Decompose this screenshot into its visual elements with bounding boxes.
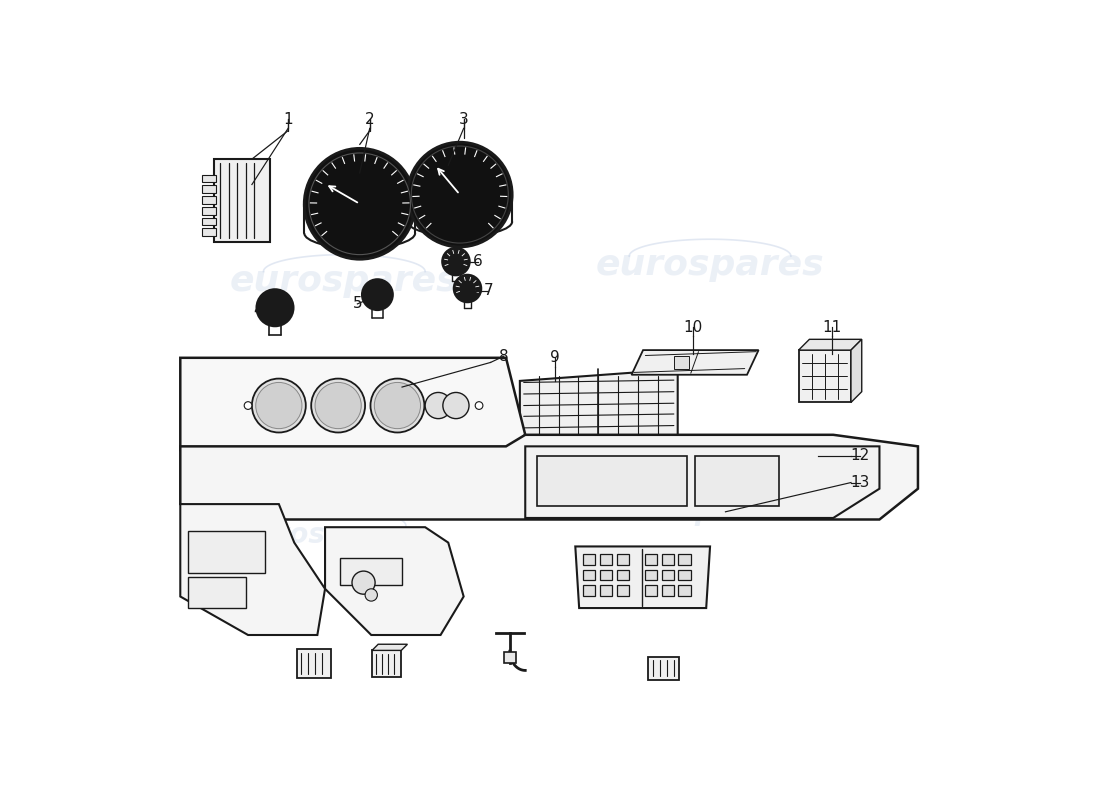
Circle shape [255,382,301,429]
Circle shape [371,378,425,433]
Text: eurospares: eurospares [230,264,459,298]
Circle shape [244,402,252,410]
Bar [583,570,595,580]
Bar [679,570,691,580]
Polygon shape [799,339,861,350]
Bar [661,570,674,580]
Text: 12: 12 [850,448,870,463]
Text: 11: 11 [822,319,842,334]
Circle shape [442,248,470,275]
Polygon shape [575,546,711,608]
Circle shape [407,142,513,247]
Circle shape [425,393,451,418]
Bar [600,570,613,580]
Bar [195,372,236,439]
Polygon shape [526,446,880,518]
Text: 7: 7 [484,283,493,298]
Circle shape [365,589,377,601]
Bar [645,570,657,580]
Bar [645,585,657,596]
Bar [674,356,690,369]
Text: 9: 9 [550,350,560,366]
Circle shape [374,382,420,429]
Bar [583,585,595,596]
Polygon shape [520,370,678,449]
Text: eurospares: eurospares [596,248,824,282]
Circle shape [252,378,306,433]
Bar [799,350,851,402]
Bar [679,585,691,596]
Bar [600,554,613,565]
Polygon shape [180,358,526,450]
Bar [504,652,516,662]
Polygon shape [326,527,464,635]
Bar [617,585,629,596]
Bar [661,554,674,565]
Bar [202,229,216,236]
Text: 6: 6 [473,254,483,269]
Text: 8: 8 [499,349,508,364]
Bar [649,657,680,680]
Text: 1: 1 [284,111,293,126]
Bar [695,456,779,506]
Polygon shape [631,350,759,374]
Text: 13: 13 [850,475,870,490]
Text: 2: 2 [365,111,374,126]
Bar [202,218,216,226]
Circle shape [475,402,483,410]
Bar [341,558,403,585]
Circle shape [309,153,410,254]
Polygon shape [851,339,861,402]
Text: eurospares: eurospares [238,521,412,549]
Circle shape [352,571,375,594]
Text: 4: 4 [253,302,263,318]
Bar [600,585,613,596]
Circle shape [256,290,294,326]
Bar [661,585,674,596]
Polygon shape [372,644,407,650]
Bar [372,650,402,678]
Circle shape [411,146,508,243]
Text: 3: 3 [459,111,469,126]
Bar [188,531,265,574]
Circle shape [315,382,361,429]
Bar [202,196,216,204]
Text: eurospares: eurospares [607,498,782,526]
Polygon shape [188,364,496,447]
Bar [583,554,595,565]
Bar [297,649,331,678]
Bar [202,174,216,182]
Circle shape [362,279,393,310]
Circle shape [453,274,482,302]
Text: 10: 10 [683,319,703,334]
Circle shape [305,148,415,259]
Bar [617,570,629,580]
Bar [202,186,216,193]
Circle shape [311,378,365,433]
Bar [617,554,629,565]
Bar [679,554,691,565]
Bar [202,207,216,214]
Bar [537,456,686,506]
Polygon shape [180,435,917,519]
Bar [188,578,245,608]
Circle shape [443,393,469,418]
Text: 5: 5 [353,296,362,311]
Bar [645,554,657,565]
Bar [214,159,270,242]
Polygon shape [180,504,326,635]
